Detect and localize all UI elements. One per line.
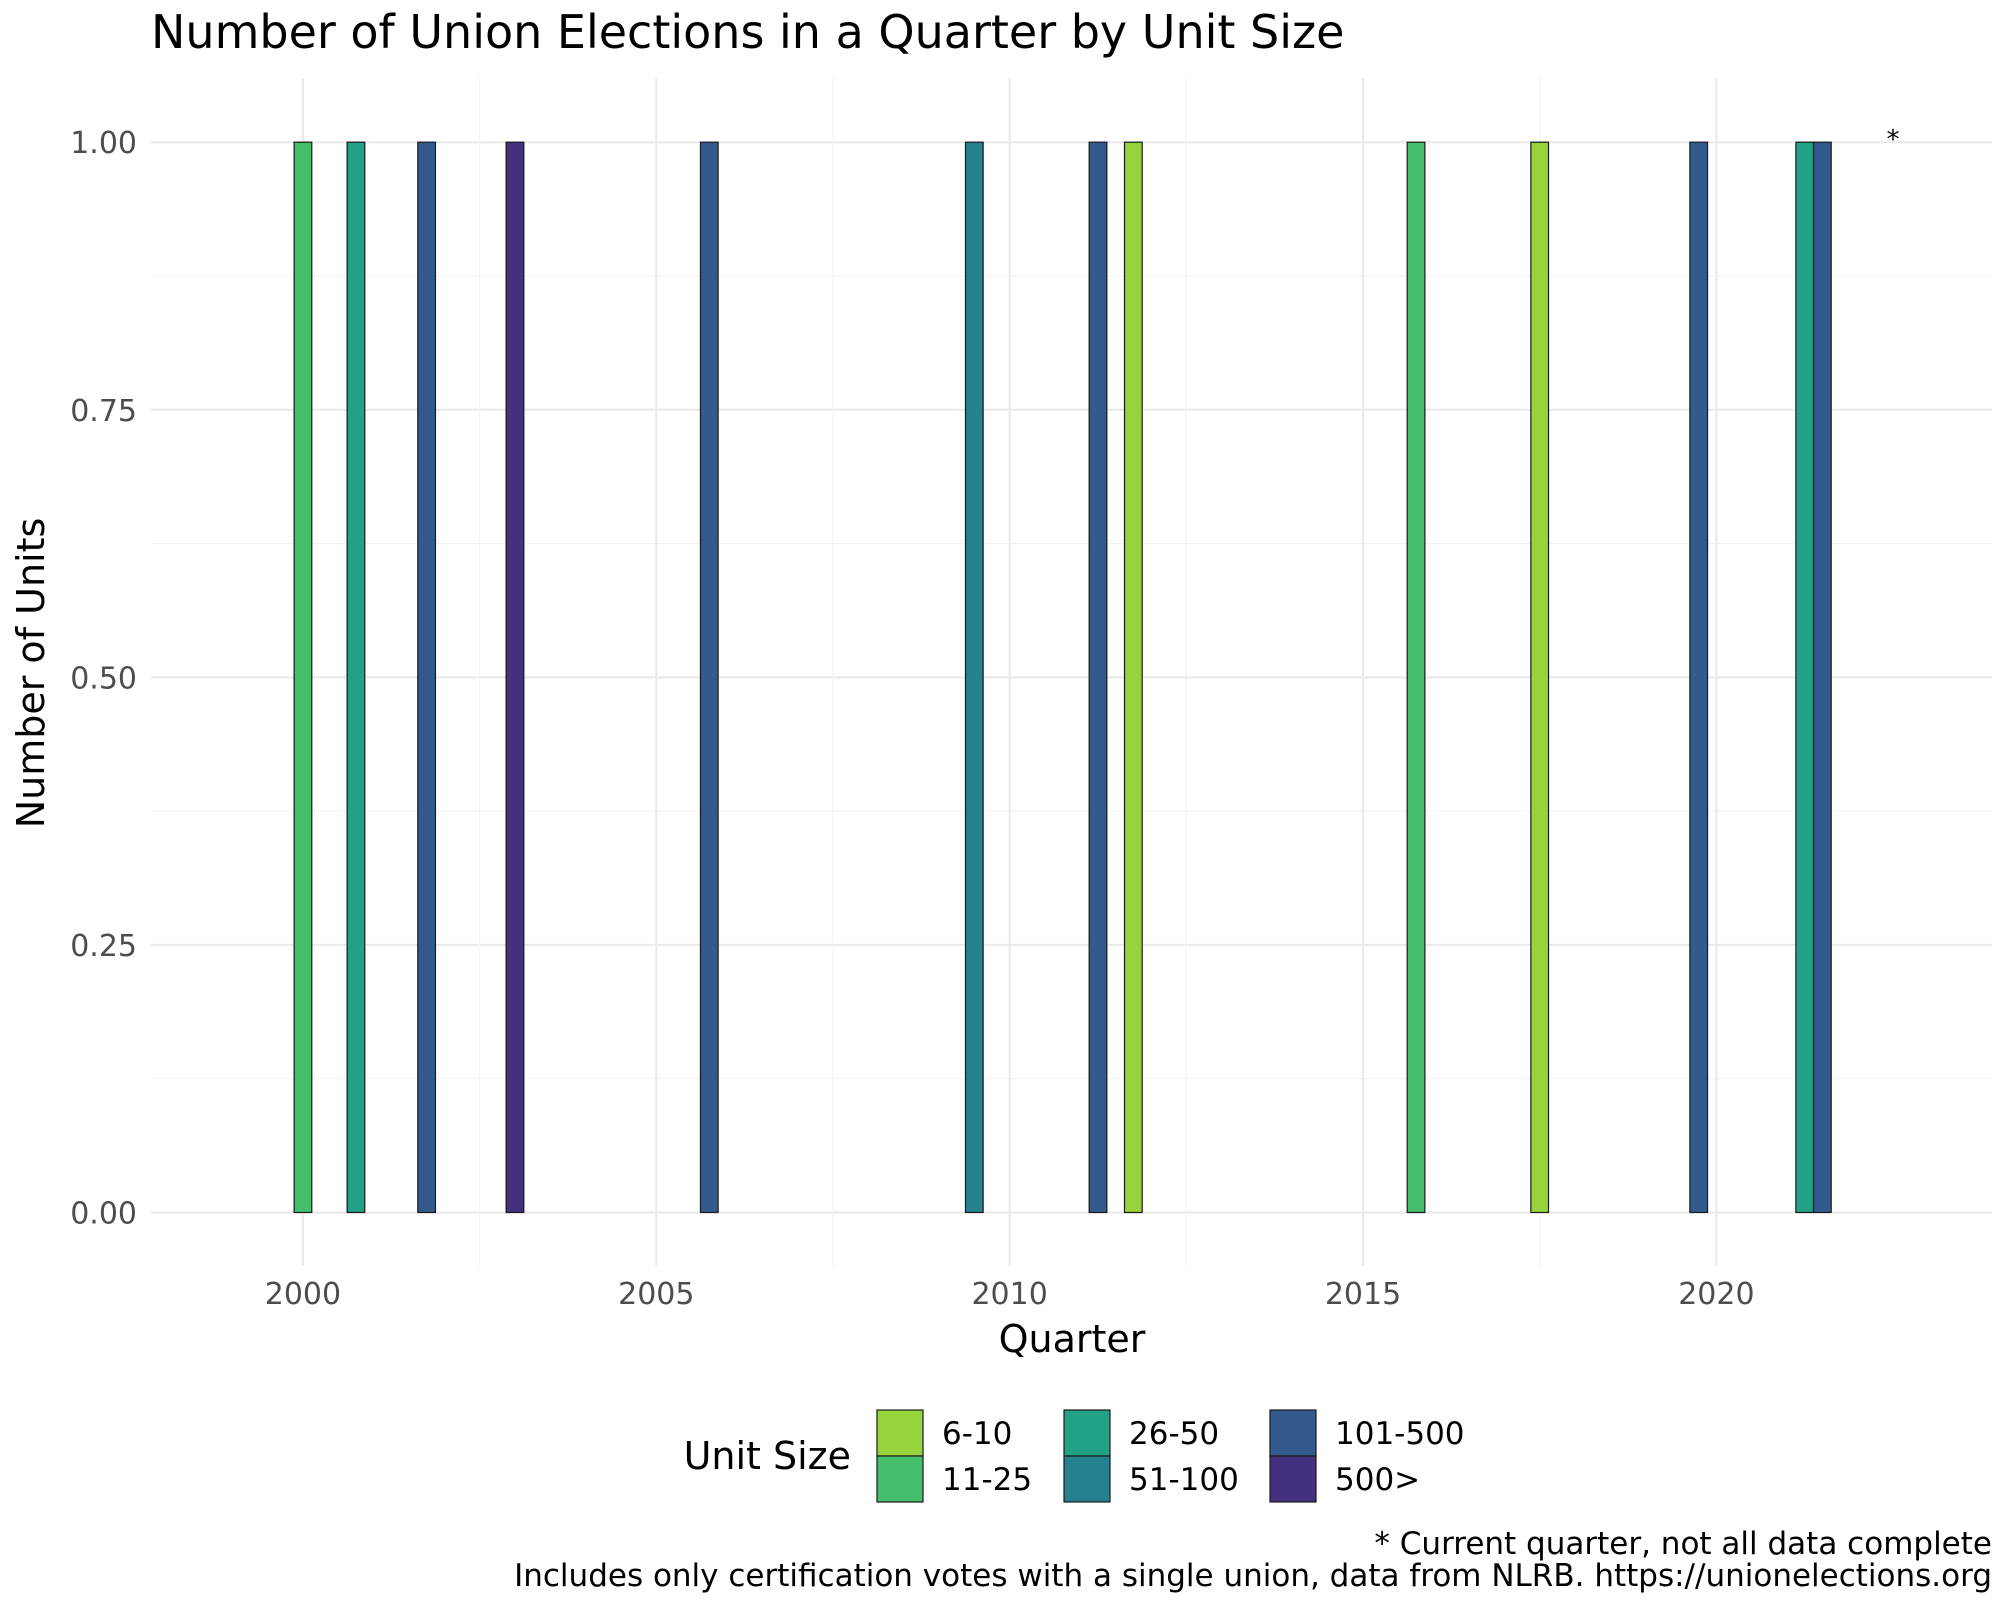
y-tick-label: 1.00 (70, 126, 137, 161)
bar-500> (505, 141, 525, 1214)
y-tick-label: 0.00 (70, 1196, 137, 1231)
x-tick-label: 2015 (1325, 1277, 1401, 1312)
y-tick-label: 0.50 (70, 661, 137, 696)
grid (151, 78, 1992, 1266)
legend-key-51-100 (1063, 1455, 1111, 1503)
y-tick-label: 0.25 (70, 929, 137, 964)
bar-26-50 (346, 141, 366, 1214)
legend: 6-10 11-25 26-50 51-100 101-500 500> (876, 1409, 1465, 1503)
bars: * (293, 125, 1900, 1214)
bar-6-10 (1530, 141, 1550, 1214)
x-tick-label: 2005 (618, 1277, 694, 1312)
legend-label: 51-100 (1129, 1462, 1239, 1498)
legend-key-101-500 (1269, 1409, 1317, 1457)
current-quarter-marker: * (1887, 125, 1900, 155)
caption-source: Includes only certification votes with a… (514, 1558, 1992, 1594)
bar-11-25 (293, 141, 313, 1214)
x-axis-label: Quarter (999, 1317, 1146, 1361)
bar-11-25 (1406, 141, 1426, 1214)
bar-51-100 (964, 141, 984, 1214)
caption-current-quarter: * Current quarter, not all data complete (1374, 1526, 1992, 1562)
legend-label: 500> (1335, 1462, 1420, 1498)
bar-101-500 (699, 141, 719, 1214)
legend-title: Unit Size (684, 1434, 851, 1478)
bar-6-10 (1123, 141, 1143, 1214)
legend-label: 6-10 (942, 1416, 1012, 1452)
x-tick-label: 2000 (265, 1277, 341, 1312)
axes: 0.00 0.25 0.50 0.75 1.00 2000 2005 2010 2015 2020 (70, 126, 1754, 1312)
legend-label: 11-25 (942, 1462, 1032, 1498)
x-tick-label: 2010 (971, 1277, 1047, 1312)
legend-label: 26-50 (1129, 1416, 1219, 1452)
bar-101-500 (1689, 141, 1709, 1214)
bar-101-500 (417, 141, 437, 1214)
legend-key-6-10 (876, 1409, 924, 1457)
bar-26-50 (1795, 141, 1815, 1214)
legend-key-11-25 (876, 1455, 924, 1503)
bar-101-500 (1088, 141, 1108, 1214)
y-tick-label: 0.75 (70, 394, 137, 429)
legend-key-26-50 (1063, 1409, 1111, 1457)
legend-key-500> (1269, 1455, 1317, 1503)
x-tick-label: 2020 (1678, 1277, 1754, 1312)
y-axis-label: Number of Units (9, 518, 53, 829)
legend-label: 101-500 (1335, 1416, 1465, 1452)
chart-title: Number of Union Elections in a Quarter b… (151, 5, 1344, 59)
bar-101-500 (1812, 141, 1832, 1214)
